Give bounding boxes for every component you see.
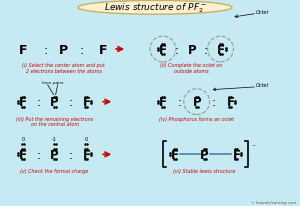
Text: :: :	[44, 43, 48, 56]
Text: (v) Check the formal charge: (v) Check the formal charge	[20, 169, 89, 173]
Text: Octet: Octet	[256, 83, 269, 88]
Text: Octet: Octet	[256, 10, 269, 15]
Text: F: F	[159, 96, 167, 109]
Text: :: :	[37, 148, 41, 161]
Text: :: :	[79, 43, 84, 56]
Text: F: F	[82, 96, 90, 109]
Text: F: F	[99, 43, 108, 56]
Text: 0: 0	[21, 137, 24, 142]
Text: :: :	[204, 43, 208, 56]
Text: P: P	[200, 148, 209, 161]
Text: :: :	[212, 96, 216, 109]
Text: P: P	[192, 96, 201, 109]
Text: :: :	[68, 148, 73, 161]
Text: (i) Select the center atom and put
2 electrons between the atoms: (i) Select the center atom and put 2 ele…	[22, 63, 105, 73]
Text: :: :	[68, 96, 73, 109]
Text: F: F	[82, 148, 90, 161]
Text: F: F	[171, 148, 179, 161]
Text: (iii) Put the remaining electrons
on the central atom: (iii) Put the remaining electrons on the…	[16, 116, 93, 127]
Text: $\it{Lewis\ structure\ of\ PF_2^-}$: $\it{Lewis\ structure\ of\ PF_2^-}$	[103, 2, 206, 15]
Text: F: F	[19, 43, 27, 56]
Text: P: P	[50, 96, 59, 109]
Text: F: F	[19, 96, 27, 109]
Text: 0: 0	[85, 137, 88, 142]
Text: F: F	[226, 96, 235, 109]
Text: (iv) Phosphorus forms an octet: (iv) Phosphorus forms an octet	[159, 116, 234, 121]
Text: F: F	[232, 148, 240, 161]
Text: :: :	[37, 96, 41, 109]
Text: ⁻: ⁻	[251, 142, 255, 151]
Text: lone pairs: lone pairs	[42, 80, 63, 84]
Text: -1: -1	[52, 137, 57, 142]
Text: P: P	[50, 148, 59, 161]
Text: F: F	[217, 43, 224, 56]
Text: © knordislearning.com: © knordislearning.com	[251, 200, 296, 204]
Ellipse shape	[78, 1, 232, 15]
Text: :: :	[178, 96, 182, 109]
Text: F: F	[159, 43, 167, 56]
Text: (vi) Stable lewis structure: (vi) Stable lewis structure	[173, 169, 236, 173]
Text: F: F	[19, 148, 27, 161]
Text: :: :	[175, 43, 179, 56]
Text: P: P	[59, 43, 68, 56]
Text: (ii) Complete the octet on
outside atoms: (ii) Complete the octet on outside atoms	[160, 63, 223, 73]
Text: P: P	[188, 43, 196, 56]
